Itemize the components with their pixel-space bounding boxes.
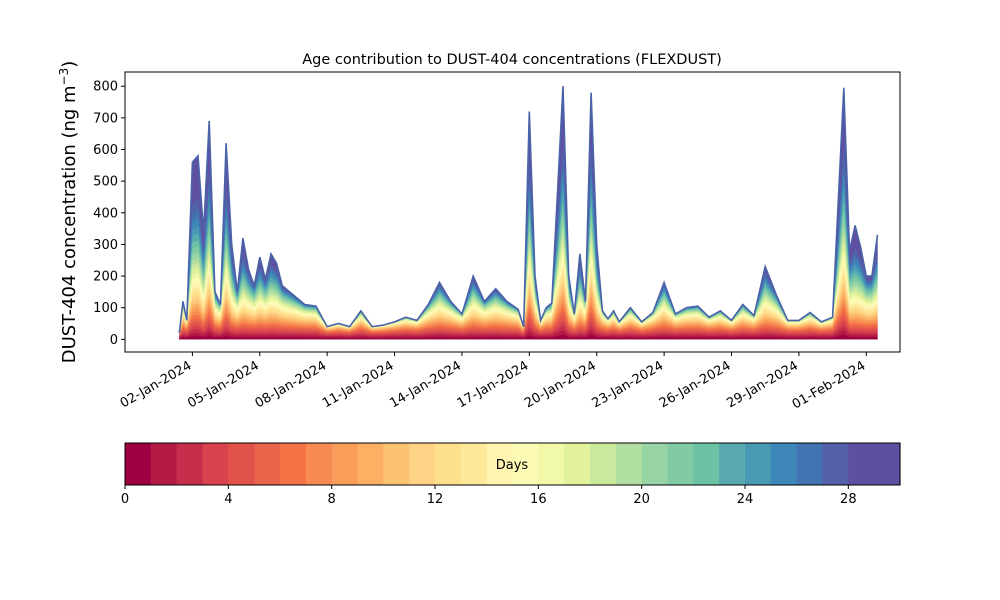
colorbar-cell [331, 443, 359, 485]
x-tick-label: 02-Jan-2024 [118, 358, 195, 411]
colorbar-cell [615, 443, 643, 485]
colorbar-cell [460, 443, 488, 485]
colorbar-frame [124, 442, 901, 486]
colorbar-cell [564, 443, 591, 485]
plot-frame [124, 71, 901, 353]
colorbar-cell [228, 443, 255, 485]
colorbar-cell [280, 443, 307, 485]
colorbar-cell [512, 443, 539, 485]
y-tick-label: 800 [93, 80, 118, 95]
chart-title: Age contribution to DUST-404 concentrati… [302, 52, 722, 68]
colorbar-cell [796, 443, 824, 485]
colorbar-cell [745, 443, 772, 485]
colorbar-tick-label: 28 [840, 492, 857, 507]
colorbar-cell [874, 443, 901, 485]
y-axis-label: DUST-404 concentration (ng m−3) [57, 61, 80, 364]
colorbar-tick-label: 8 [328, 492, 336, 507]
x-tick-label: 29-Jan-2024 [724, 358, 801, 411]
colorbar-tick-label: 0 [121, 492, 129, 507]
plot-area [124, 71, 901, 353]
total-outline [178, 86, 879, 334]
x-tick-label: 17-Jan-2024 [455, 358, 532, 411]
y-tick-label: 400 [93, 206, 118, 221]
colorbar-cell [693, 443, 720, 485]
colorbar-cell [822, 443, 849, 485]
colorbar-cell [176, 443, 204, 485]
y-tick-label: 0 [110, 333, 118, 348]
colorbar-cells [125, 443, 901, 485]
colorbar: 0 4 8 12 16 20 24 28 Days [121, 442, 901, 507]
colorbar-cell [150, 443, 178, 485]
y-tick-label: 600 [93, 143, 118, 158]
colorbar-tick-label: 24 [737, 492, 754, 507]
colorbar-cell [357, 443, 384, 485]
colorbar-cell [590, 443, 617, 485]
colorbar-tick-label: 16 [530, 492, 547, 507]
y-tick-label: 300 [93, 238, 118, 253]
y-tick-label: 100 [93, 301, 118, 316]
x-tick-label: 08-Jan-2024 [253, 358, 330, 411]
x-tick-label: 05-Jan-2024 [185, 358, 262, 411]
y-tick-label: 200 [93, 270, 118, 285]
y-axis: 0 100 200 300 400 500 600 700 800 [93, 80, 125, 348]
y-axis-label-superscript: −3 [57, 68, 71, 86]
colorbar-tick-label: 20 [633, 492, 650, 507]
total-line [178, 86, 879, 334]
x-tick-label: 20-Jan-2024 [522, 358, 599, 411]
colorbar-cell [848, 443, 875, 485]
colorbar-cell [770, 443, 798, 485]
y-tick-label: 700 [93, 111, 118, 126]
x-axis: 02-Jan-202405-Jan-202408-Jan-202411-Jan-… [118, 352, 869, 412]
colorbar-cell [641, 443, 669, 485]
y-axis-label-close: ) [59, 61, 80, 68]
colorbar-cell [125, 443, 152, 485]
x-tick-label: 26-Jan-2024 [657, 358, 734, 411]
colorbar-cell [486, 443, 514, 485]
age-band-area-0 [179, 334, 878, 340]
colorbar-cell [254, 443, 281, 485]
colorbar-cell [538, 443, 565, 485]
colorbar-cell [667, 443, 694, 485]
y-axis-label-main: DUST-404 concentration (ng m [59, 85, 80, 363]
x-tick-label: 01-Feb-2024 [790, 358, 869, 412]
x-tick-label: 14-Jan-2024 [387, 358, 464, 411]
colorbar-cell [305, 443, 333, 485]
y-tick-label: 500 [93, 175, 118, 190]
colorbar-cell [719, 443, 746, 485]
x-tick-label: 11-Jan-2024 [320, 358, 397, 411]
colorbar-cell [409, 443, 436, 485]
colorbar-cell [383, 443, 410, 485]
colorbar-tick-label: 12 [427, 492, 444, 507]
colorbar-tick-label: 4 [224, 492, 232, 507]
colorbar-label: Days [496, 458, 529, 473]
colorbar-cell [435, 443, 462, 485]
colorbar-cell [202, 443, 229, 485]
colorbar-ticks: 0 4 8 12 16 20 24 28 [121, 485, 857, 507]
x-tick-label: 23-Jan-2024 [590, 358, 667, 411]
